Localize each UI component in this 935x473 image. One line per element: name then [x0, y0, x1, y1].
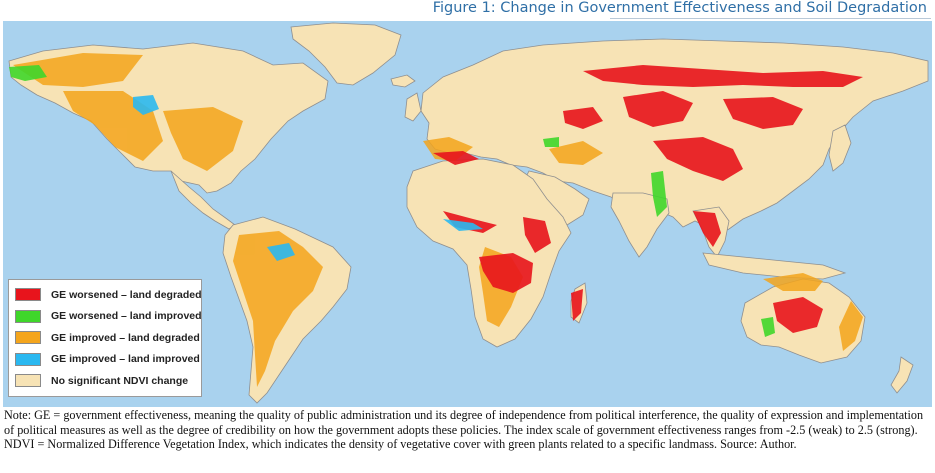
legend-item-ge-worsened-land-degraded: GE worsened – land degraded: [15, 284, 202, 306]
legend-label: GE worsened – land improved: [51, 310, 202, 323]
legend-swatch: [15, 309, 41, 323]
world-map-svg: [3, 21, 932, 407]
legend-swatch: [15, 331, 41, 345]
overlay-ge-improved-land-improved: [133, 95, 483, 261]
legend-item-ge-improved-land-degraded: GE improved – land degraded: [15, 327, 200, 349]
figure-note: Note: GE = government effectiveness, mea…: [4, 408, 924, 452]
uk-ireland: [404, 92, 422, 122]
legend-item-no-significant-change: No significant NDVI change: [15, 370, 195, 392]
japan: [828, 124, 852, 172]
new-zealand: [890, 356, 914, 394]
legend-label: No significant NDVI change: [51, 374, 189, 387]
legend-label: GE worsened – land degraded: [51, 288, 202, 301]
overlay-ge-worsened-land-degraded: [433, 65, 863, 333]
legend-item-ge-worsened-land-improved: GE worsened – land improved: [15, 306, 202, 328]
legend-swatch: [15, 374, 41, 388]
iceland: [390, 74, 416, 88]
world-map: [3, 21, 932, 407]
greenland: [290, 22, 402, 86]
figure-title: Figure 1: Change in Government Effective…: [432, 0, 927, 16]
legend-item-ge-improved-land-improved: GE improved – land improved: [15, 349, 200, 371]
legend-swatch: [15, 288, 41, 302]
legend-label: GE improved – land degraded: [51, 331, 200, 344]
legend-swatch: [15, 352, 41, 366]
legend-label: GE improved – land improved: [51, 353, 200, 366]
map-legend: GE worsened – land degraded GE worsened …: [8, 279, 202, 397]
title-underline: [610, 18, 931, 19]
indonesia-islands: [702, 252, 847, 280]
overlay-ge-worsened-land-improved: [9, 65, 775, 337]
